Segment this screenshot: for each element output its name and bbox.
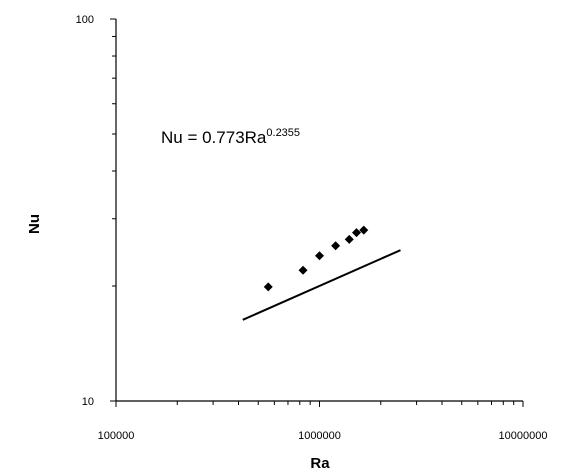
equation-prefix: Nu = 0.773Ra — [161, 128, 267, 147]
data-point — [352, 228, 362, 238]
y-tick-label: 100 — [76, 14, 94, 26]
data-point — [331, 241, 341, 251]
data-points — [263, 225, 369, 292]
power-trendline — [242, 249, 401, 321]
tick-labels: 100000 1000000 10000000 10 100 — [76, 14, 548, 442]
minor-ticks — [110, 18, 524, 407]
data-point — [359, 225, 369, 235]
x-axis-title: Ra — [310, 455, 330, 472]
y-axis-title: Nu — [26, 214, 43, 234]
axes — [110, 18, 524, 407]
data-point — [315, 251, 324, 261]
x-tick-label: 10000000 — [499, 430, 548, 442]
x-tick-label: 100000 — [98, 430, 135, 442]
data-point — [298, 265, 308, 275]
x-tick-label: 1000000 — [298, 430, 341, 442]
data-point — [344, 234, 354, 244]
data-point — [263, 282, 273, 292]
trendline-equation: Nu = 0.773Ra0.2355 — [161, 127, 300, 147]
equation-exponent: 0.2355 — [266, 127, 300, 139]
y-tick-label: 10 — [82, 396, 94, 408]
